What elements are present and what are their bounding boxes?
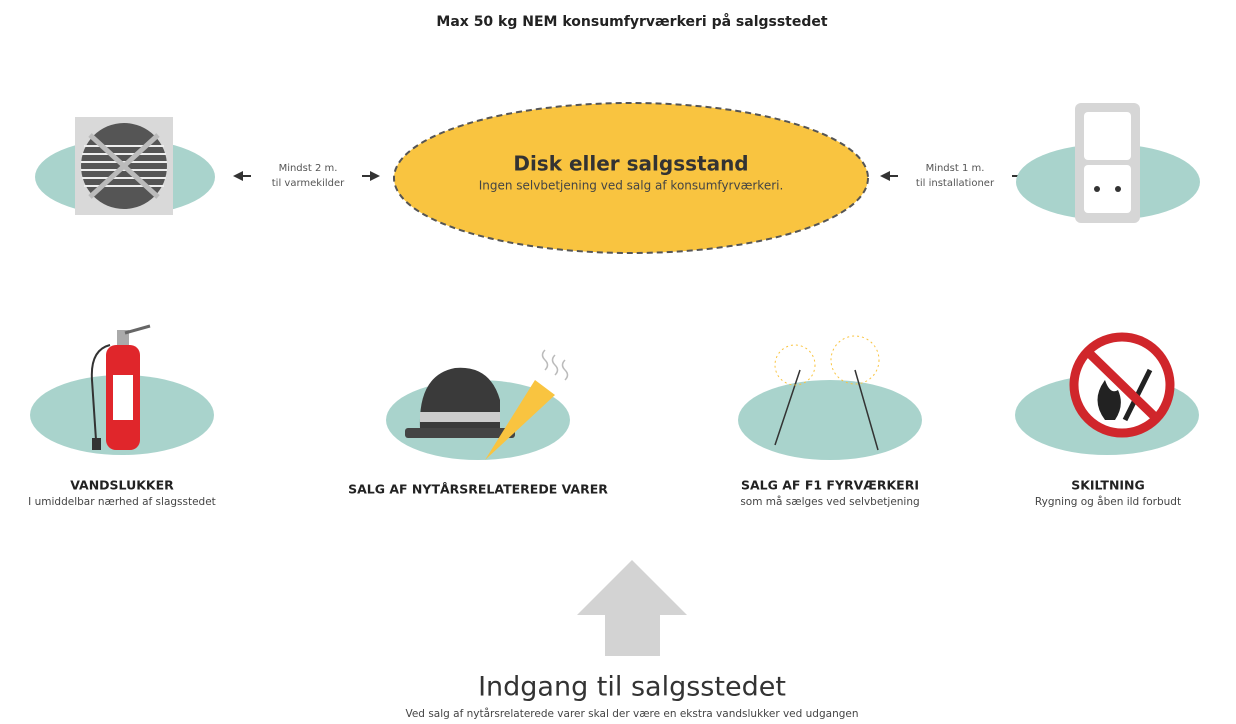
smoke [541, 349, 569, 381]
sign-bar [1084, 348, 1160, 422]
counter [393, 102, 869, 254]
hat-band [420, 412, 500, 422]
distance-text: til varmekilder [272, 178, 345, 189]
socket-panel [1084, 165, 1131, 213]
sparkler [854, 369, 879, 451]
sparks [830, 335, 880, 385]
entrance-arrow [577, 560, 687, 656]
arrows-left [233, 171, 380, 181]
item-subtitle: I umiddelbar nærhed af slagsstedet [28, 496, 216, 508]
distance-text: Mindst 1 m. [926, 163, 985, 174]
item-subtitle: som må sælges ved selvbetjening [740, 495, 919, 508]
item-label: SALG AF F1 FYRVÆRKERI [741, 478, 919, 493]
title: Max 50 kg NEM konsumfyrværkeri på salgss… [436, 13, 827, 30]
entrance-subtitle: Ved salg af nytårsrelaterede varer skal … [405, 707, 858, 720]
grille-lines [81, 133, 167, 199]
entrance-title: Indgang til salgsstedet [478, 672, 786, 703]
item-label: SKILTNING [1071, 478, 1145, 493]
item-label: VANDSLUKKER [70, 478, 174, 493]
socket-hole [1115, 186, 1121, 192]
popper [485, 380, 555, 460]
distance-text: Mindst 2 m. [279, 163, 338, 174]
base [738, 380, 922, 460]
extinguisher-label [113, 375, 133, 420]
sparks [774, 344, 816, 386]
distance-text: til installationer [916, 178, 995, 189]
hat-brim [405, 428, 515, 438]
socket-hole [1094, 186, 1100, 192]
flame [1097, 380, 1121, 420]
hose [90, 344, 111, 441]
item-subtitle: Rygning og åben ild forbudt [1035, 495, 1181, 508]
counter-title: Disk eller salgsstand [513, 152, 748, 176]
nozzle [92, 438, 101, 450]
handle [124, 324, 151, 335]
sparkler [774, 369, 801, 446]
item-label: SALG AF NYTÅRSRELATEREDE VARER [348, 482, 608, 497]
counter-subtitle: Ingen selvbetjening ved salg af konsumfy… [479, 179, 784, 193]
socket-panel [1084, 112, 1131, 160]
